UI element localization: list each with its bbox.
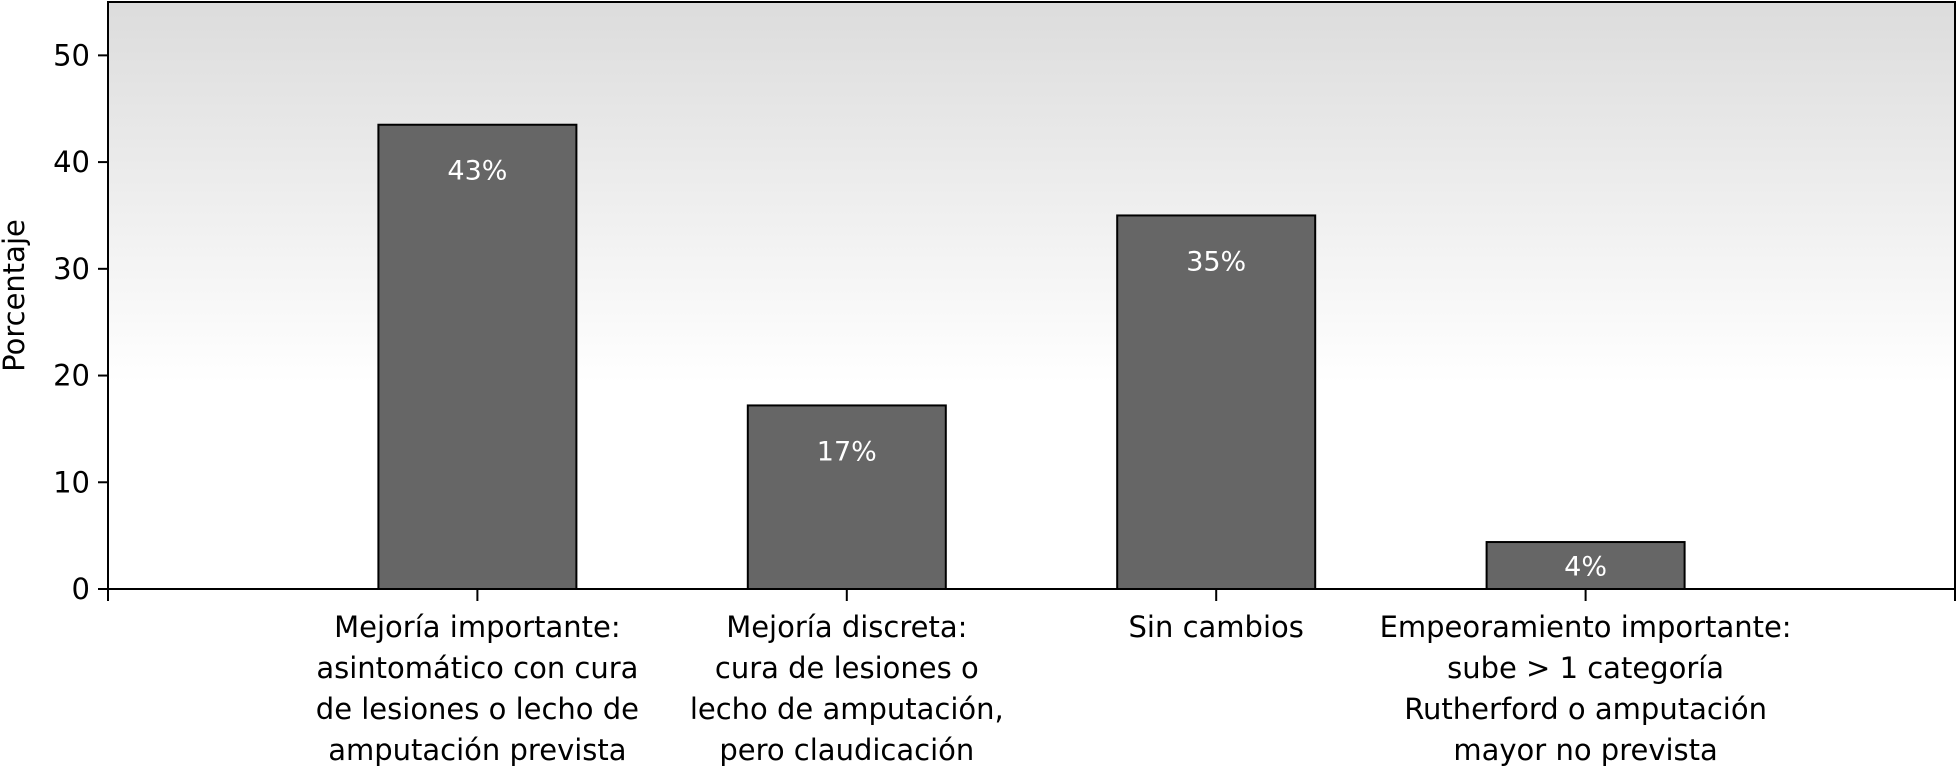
x-tick-label-line: Mejoría importante:	[334, 610, 621, 644]
x-tick-label-line: amputación prevista	[328, 733, 626, 767]
x-tick-label-line: Mejoría discreta:	[726, 610, 967, 644]
x-tick-label: Empeoramiento importante: sube > 1 catego…	[1380, 610, 1792, 767]
x-tick-label-line: Empeoramiento importante:	[1380, 610, 1792, 644]
x-tick-label-line: cura de lesiones o	[715, 651, 979, 685]
y-tick-label: 30	[53, 252, 90, 286]
x-tick-label-line: mayor no prevista	[1453, 733, 1717, 767]
bar	[377, 123, 578, 591]
y-axis-label: Porcentaje	[0, 219, 31, 372]
bar	[746, 404, 947, 590]
y-tick-label: 0	[72, 572, 90, 606]
data-label: 35%	[1186, 246, 1246, 277]
x-tick-label-line: lecho de amputación,	[690, 692, 1004, 726]
y-tick-label: 40	[53, 145, 90, 179]
x-tick-label-line: Sin cambios	[1129, 610, 1304, 644]
x-tick-label-line: asintomático con cura	[316, 651, 638, 685]
x-tick-label-line: pero claudicación	[719, 733, 974, 767]
x-tick-label: Mejoría discreta: cura de lesiones o lecho…	[690, 610, 1004, 767]
bar	[1116, 214, 1317, 590]
x-tick-label: Sin cambios	[1129, 610, 1304, 644]
x-tick-label-line: sube > 1 categoría	[1447, 651, 1724, 685]
x-tick-label-line: Rutherford o amputación	[1404, 692, 1767, 726]
y-tick-label: 50	[53, 38, 90, 72]
x-tick-label-line: de lesiones o lecho de	[316, 692, 639, 726]
x-tick-label: Mejoría importante: asintomático con cura…	[316, 610, 639, 767]
y-tick-label: 20	[53, 359, 90, 393]
data-label: 17%	[817, 436, 877, 467]
data-label: 43%	[447, 156, 507, 187]
y-tick-label: 10	[53, 465, 90, 499]
data-label: 4%	[1564, 552, 1607, 583]
